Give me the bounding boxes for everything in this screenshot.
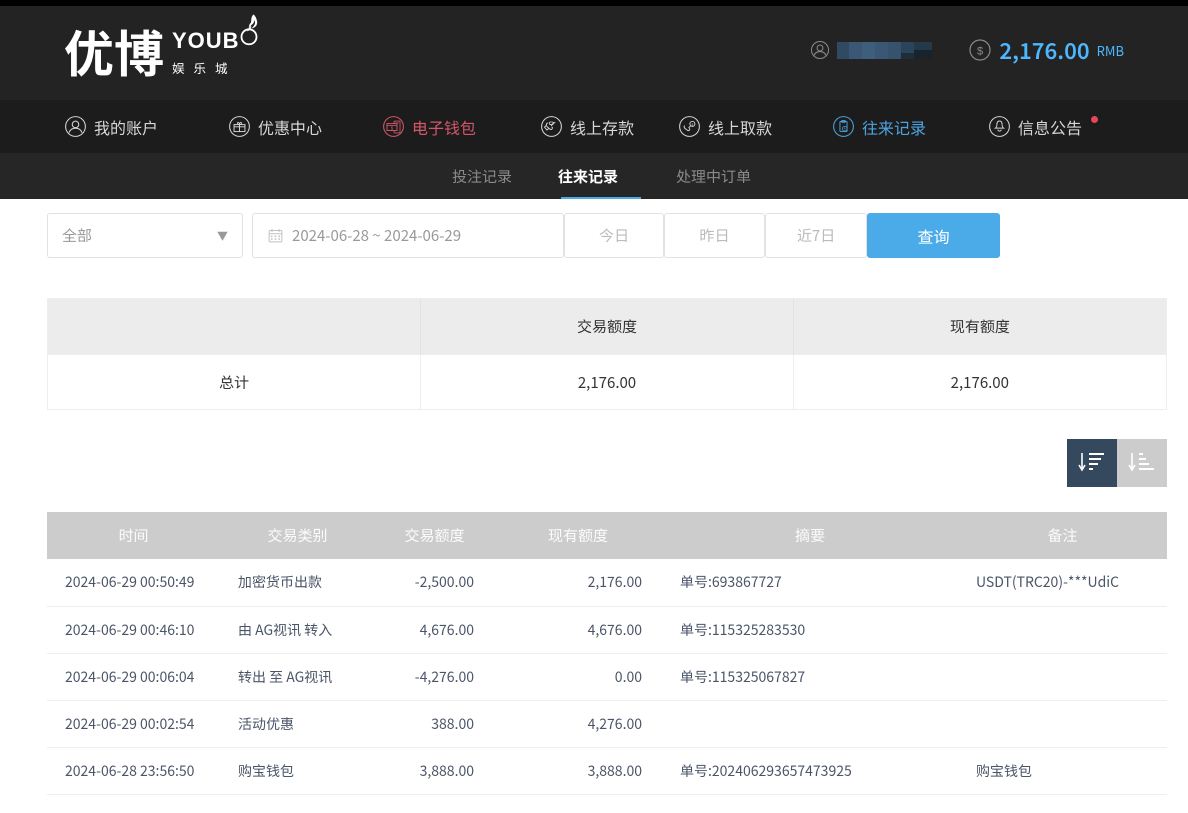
svg-text:$: $ — [977, 45, 983, 57]
svg-text:$: $ — [692, 122, 694, 126]
